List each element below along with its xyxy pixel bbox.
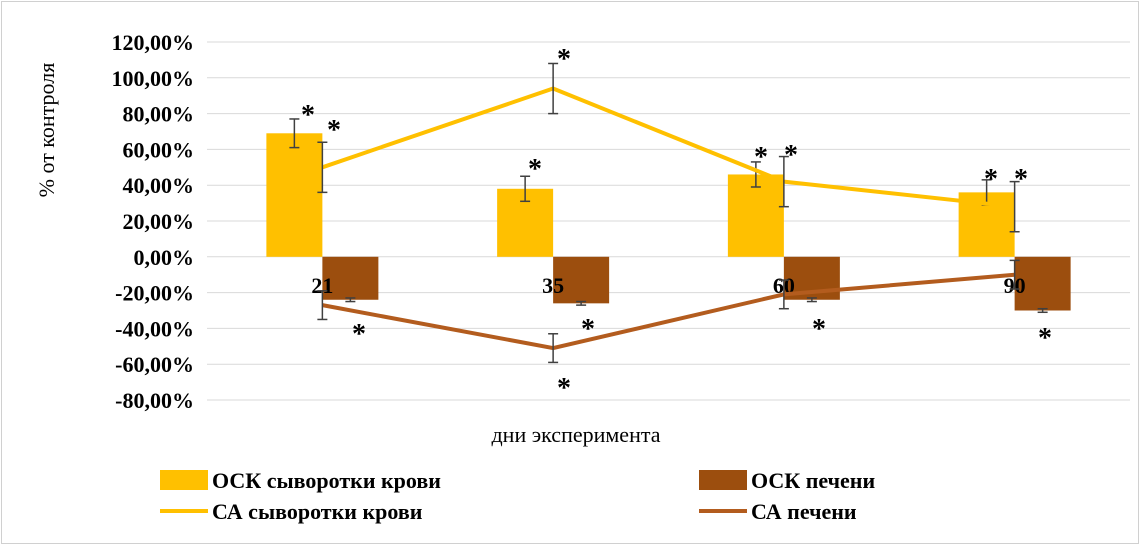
bar xyxy=(266,133,323,257)
significance-marker: * xyxy=(984,164,998,195)
y-tick-label: -40,00% xyxy=(115,316,194,341)
legend-label: СА сыворотки крови xyxy=(212,499,423,524)
y-tick-label: -80,00% xyxy=(115,388,194,413)
legend-swatch xyxy=(160,470,208,490)
y-tick-label: 40,00% xyxy=(123,173,195,198)
significance-marker: * xyxy=(301,100,315,131)
y-tick-label: 20,00% xyxy=(123,209,195,234)
y-tick-label: 60,00% xyxy=(123,137,195,162)
series-line xyxy=(321,86,1015,209)
x-axis-title: дни эксперимента xyxy=(491,422,660,447)
y-tick-label: 100,00% xyxy=(112,66,195,91)
significance-marker: * xyxy=(557,44,571,75)
significance-marker: * xyxy=(1014,164,1028,195)
y-tick-label: 120,00% xyxy=(112,30,195,55)
significance-marker: * xyxy=(352,319,366,350)
significance-marker: * xyxy=(581,314,595,345)
bar xyxy=(727,174,784,257)
y-tick-label: -60,00% xyxy=(115,352,194,377)
significance-marker: * xyxy=(528,154,542,185)
significance-marker: * xyxy=(327,115,341,146)
legend-label: СА печени xyxy=(751,499,857,524)
significance-marker: * xyxy=(812,314,826,345)
y-axis-title: % от контроля xyxy=(34,63,59,198)
x-tick-label: 21 xyxy=(311,273,333,298)
y-tick-label: 80,00% xyxy=(123,102,195,127)
significance-marker: * xyxy=(784,140,798,171)
bar xyxy=(1014,256,1071,311)
bar xyxy=(322,256,379,300)
y-tick-label: 0,00% xyxy=(134,245,195,270)
legend-label: ОСК сыворотки крови xyxy=(212,468,441,493)
significance-marker: * xyxy=(754,142,768,173)
y-tick-label: -20,00% xyxy=(115,281,194,306)
significance-marker: * xyxy=(557,373,571,404)
series-line xyxy=(322,272,1015,351)
x-tick-label: 35 xyxy=(542,273,564,298)
legend-swatch xyxy=(699,470,747,490)
legend-label: ОСК печени xyxy=(751,468,875,493)
bar xyxy=(553,256,610,304)
significance-marker: * xyxy=(1038,323,1052,354)
